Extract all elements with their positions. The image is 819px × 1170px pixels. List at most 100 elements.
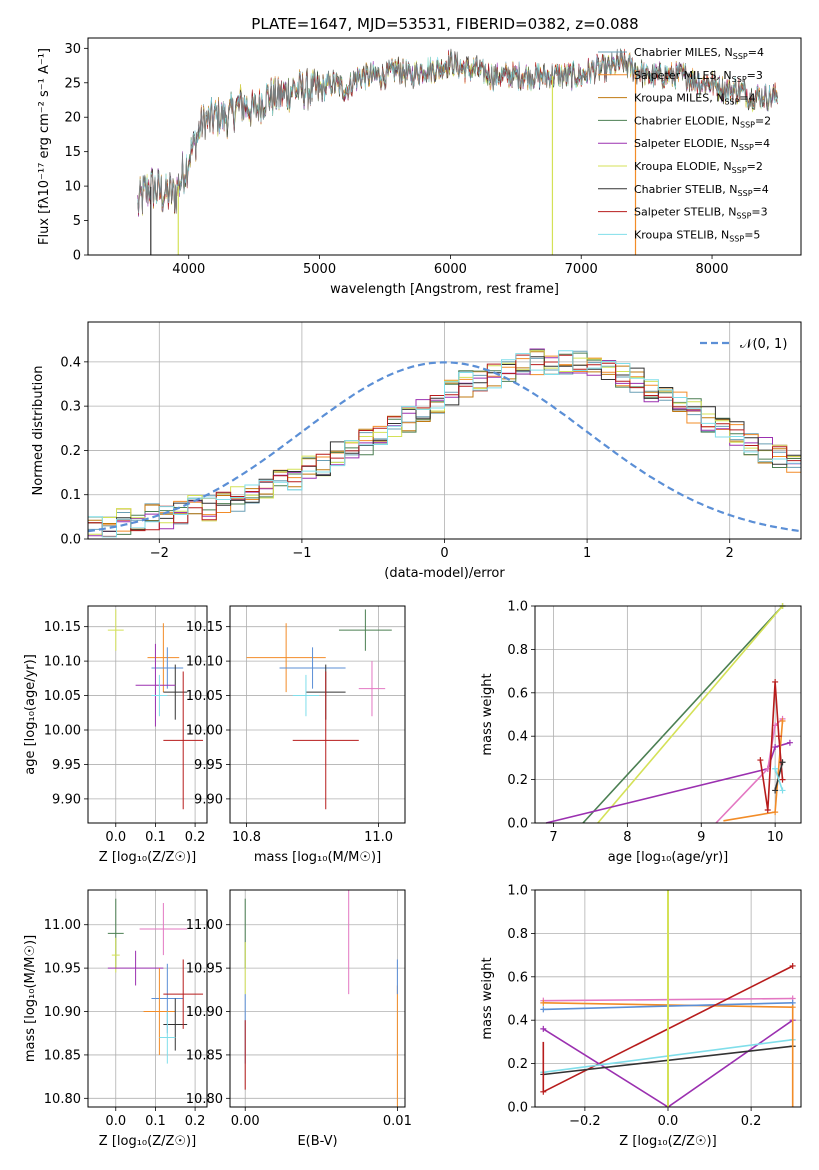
weight-marker [779,787,786,794]
weight-marker [789,962,796,969]
y-tick-label: 10.85 [186,1048,223,1063]
y-tick-label: 10.90 [186,1005,223,1020]
y-tick-label: 10.00 [186,724,223,739]
x-tick-label: 2 [726,546,734,561]
figure-title: PLATE=1647, MJD=53531, FIBERID=0382, z=0… [251,15,638,33]
weight-marker [757,757,764,764]
y-tick-label: 0.8 [507,643,528,658]
y-tick-label: 0.0 [507,1101,528,1116]
legend-entry: Salpeter ELODIE, NSSP=4 [634,137,770,152]
legend-entry: Chabrier ELODIE, NSSP=2 [634,114,771,129]
weight-marker [779,718,786,725]
y-tick-label: 0.4 [507,1014,528,1029]
y-tick-label: 10.95 [44,962,81,977]
y-tick-label: 11.00 [44,918,81,933]
x-tick-label: 11.0 [364,830,393,845]
legend-entry: Chabrier MILES, NSSP=4 [634,46,764,61]
x-tick-label: 0.00 [231,1114,260,1129]
legend-entry: Salpeter MILES, NSSP=3 [634,69,763,84]
residual-histogram-step [88,350,801,538]
x-tick-label: 0.2 [185,830,206,845]
y-tick-label: 10.10 [44,655,81,670]
y-tick-label: 10.90 [44,1005,81,1020]
y-tick-label: 0.8 [507,927,528,942]
legend-entry: Chabrier STELIB, NSSP=4 [634,183,769,198]
residuals-panel: −2 −1 0 1 2 0.0 0.1 0.2 0.3 0.4 (data-model)/error… [31,321,802,581]
weight-marker [772,678,779,685]
y-axis-label: Normed distribution [31,366,46,496]
normal-distribution-curve [87,361,802,533]
x-tick-label: 5000 [303,262,336,277]
y-tick-label: 0.1 [60,488,81,503]
weight-marker [540,999,547,1006]
age-vs-metallicity-panel: 0.0 0.1 0.2 9.90 9.95 10.00 10.05 10.10 10.15 Z [… [23,605,208,865]
weight-marker [540,1025,547,1032]
x-tick-label: 0 [440,546,448,561]
x-tick-label: 7 [549,830,557,845]
y-axis-label: mass [log₁₀(M/M☉)] [23,935,38,1062]
y-tick-label: 10.80 [186,1092,223,1107]
y-tick-label: 9.95 [194,758,223,773]
x-axis-label: Z [log₁₀(Z/Z☉)] [99,1134,196,1149]
y-axis-label: mass weight [480,957,495,1039]
x-tick-label: 4000 [172,262,205,277]
y-tick-label: 15 [64,145,81,160]
weight-line [774,768,784,791]
legend-entry: Kroupa STELIB, NSSP=5 [634,228,760,243]
y-tick-label: 10.80 [44,1092,81,1107]
x-tick-label: −2 [150,546,169,561]
axes-frame [229,889,406,1108]
x-tick-label: 0.2 [741,1114,762,1129]
x-tick-label: 0.0 [105,1114,126,1129]
x-axis-label: E(B-V) [297,1134,337,1149]
y-tick-label: 0.4 [507,730,528,745]
y-tick-label: 0.0 [507,817,528,832]
y-tick-label: 0.0 [60,533,81,548]
y-tick-label: 30 [64,42,81,57]
x-axis-label: mass [log₁₀(M/M☉)] [254,850,381,865]
y-tick-label: 5 [73,214,81,229]
weight-vs-age-panel: 7 8 9 10 0.0 0.2 0.4 0.6 0.8 1.0 age [log₁₀(age/yr… [480,600,802,865]
y-tick-label: 11.00 [186,918,223,933]
weight-marker [772,744,779,751]
axes-frame [534,889,802,1108]
y-tick-label: 10.05 [186,689,223,704]
y-tick-label: 0.3 [60,400,81,415]
x-tick-label: 9 [697,830,705,845]
y-tick-label: 0.6 [507,970,528,985]
x-tick-label: 7000 [565,262,598,277]
weight-line [597,605,784,824]
weight-marker [775,733,782,740]
axes-frame [87,605,208,824]
age-vs-mass-panel: 10.8 11.0 9.90 9.95 10.00 10.05 10.10 10.15 mass… [186,605,406,865]
weight-marker [772,809,779,816]
y-tick-label: 20 [64,111,81,126]
weight-marker [772,765,779,772]
x-tick-label: 0.0 [105,830,126,845]
x-tick-label: 0.1 [145,1114,166,1129]
y-tick-label: 9.90 [52,792,81,807]
axes-frame [87,321,802,540]
weight-vs-metallicity-panel: −0.2 0.0 0.2 0.0 0.2 0.4 0.6 0.8 1.0 Z [log₁₀(Z/Z… [480,884,802,1149]
axes-frame [229,605,406,824]
y-tick-label: 10.15 [186,620,223,635]
x-tick-label: −0.2 [569,1114,601,1129]
axes-frame [87,37,802,256]
x-axis-label: age [log₁₀(age/yr)] [608,850,729,865]
y-tick-label: 10.10 [186,655,223,670]
weight-marker [540,1006,547,1013]
x-tick-label: 1 [583,546,591,561]
y-axis-label: age [log₁₀(age/yr)] [23,654,38,775]
x-tick-label: 6000 [434,262,467,277]
y-axis-label: mass weight [480,673,495,755]
y-tick-label: 1.0 [507,884,528,899]
x-axis-label: wavelength [Angstrom, rest frame] [330,282,559,297]
y-tick-label: 10.15 [44,620,81,635]
y-tick-label: 10.00 [44,724,81,739]
spectrum-panel: 4000 5000 6000 7000 8000 0 5 10 15 20 25 30 waveleng… [37,37,802,297]
x-tick-label: 10 [767,830,784,845]
x-tick-label: 0.0 [658,1114,679,1129]
y-tick-label: 0 [73,249,81,264]
